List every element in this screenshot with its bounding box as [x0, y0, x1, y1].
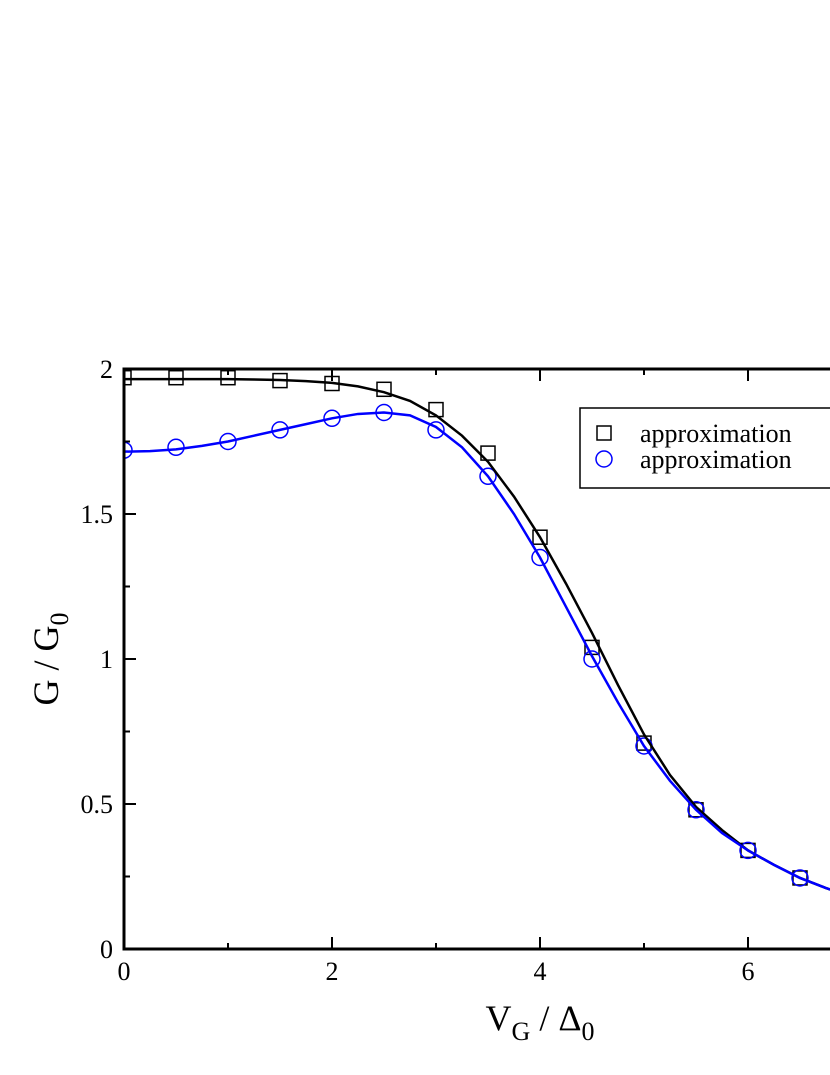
square-marker [532, 529, 548, 545]
y-tick-label: 2 [100, 355, 113, 384]
xlabel-part: 0 [581, 1017, 594, 1046]
circle-marker [323, 409, 341, 428]
y-tick-label: 1.5 [81, 500, 114, 529]
xlabel-part: G [512, 1017, 531, 1046]
circle-marker [271, 421, 289, 439]
circle-marker [583, 650, 601, 668]
y-tick-label: 0.5 [81, 790, 114, 819]
square-marker [376, 381, 392, 398]
legend-label: approximation [640, 445, 792, 474]
ylabel-part: 0 [45, 613, 74, 626]
square-marker [596, 425, 612, 441]
circle-marker [479, 467, 497, 486]
xlabel-part: V [486, 998, 512, 1038]
curve [124, 411, 830, 891]
circle-marker [124, 441, 133, 459]
xlabel-part: / Δ [530, 998, 581, 1038]
circle-marker [687, 801, 705, 819]
circle-marker [791, 869, 809, 887]
x-tick-label: 0 [118, 957, 131, 986]
legend-label: approximation [640, 419, 792, 448]
ylabel-part: G / G [26, 626, 66, 706]
legend-box [579, 407, 830, 489]
circle-marker [739, 841, 757, 860]
circle-marker [219, 432, 237, 451]
x-tick-label: 4 [534, 957, 547, 986]
circle-marker [167, 438, 185, 457]
ylabel-title: G / G0 [26, 613, 74, 706]
square-marker [168, 369, 184, 386]
circle-marker [427, 421, 445, 439]
square-marker [688, 802, 704, 818]
circle-marker [531, 548, 549, 567]
y-tick-label: 0 [100, 935, 113, 964]
xlabel-title: VG / Δ0 [486, 998, 595, 1046]
y-tick-label: 1 [100, 645, 113, 674]
square-marker [740, 842, 756, 859]
square-marker [792, 870, 808, 886]
x-tick-label: 6 [742, 957, 755, 986]
square-marker [124, 369, 132, 386]
circle-marker [595, 450, 613, 468]
x-tick-label: 2 [326, 957, 339, 986]
